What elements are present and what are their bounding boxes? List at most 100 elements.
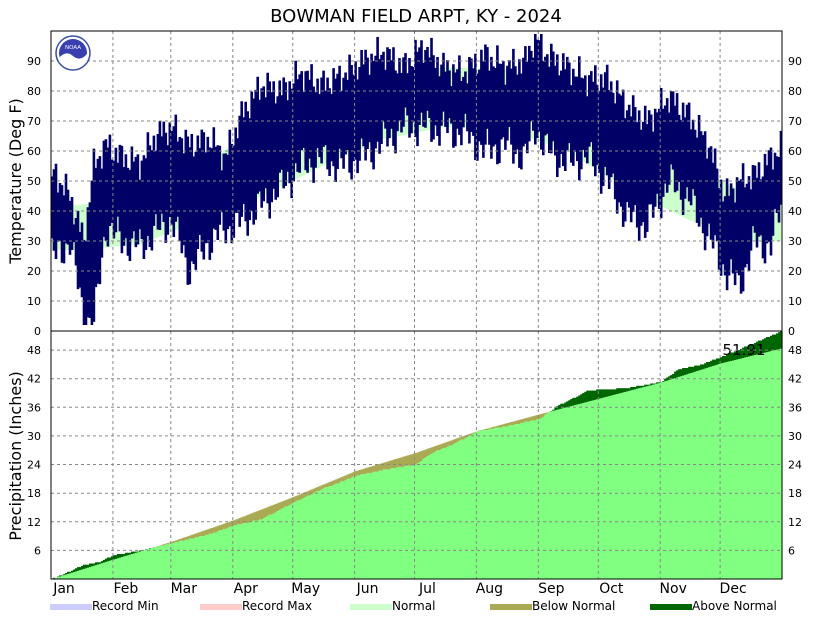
- normal-precip-segment: [98, 563, 102, 579]
- normal-precip-segment: [544, 414, 547, 579]
- normal-precip-segment: [748, 356, 751, 579]
- above-normal-precip-segment: [754, 342, 757, 355]
- normal-precip-segment: [696, 371, 699, 579]
- normal-precip-segment: [476, 431, 480, 579]
- above-normal-precip-segment: [68, 571, 72, 574]
- above-normal-precip-segment: [668, 376, 671, 380]
- normal-precip-segment: [494, 427, 497, 579]
- normal-precip-segment: [254, 520, 258, 579]
- below-normal-precip-segment: [470, 433, 474, 435]
- below-normal-precip-segment: [492, 426, 495, 429]
- normal-precip-segment: [542, 416, 545, 579]
- normal-precip-segment: [380, 470, 384, 579]
- below-normal-precip-segment: [240, 517, 244, 525]
- above-normal-precip-segment: [732, 352, 735, 361]
- below-normal-precip-segment: [212, 527, 216, 533]
- above-normal-precip-segment: [702, 364, 705, 370]
- normal-precip-segment: [286, 506, 290, 579]
- below-normal-precip-segment: [478, 430, 482, 432]
- above-normal-precip-segment: [774, 334, 777, 351]
- normal-precip-segment: [152, 548, 156, 579]
- normal-precip-segment: [594, 399, 597, 579]
- below-normal-precip-segment: [458, 437, 462, 441]
- above-normal-precip-segment: [554, 407, 557, 411]
- normal-precip-segment: [500, 427, 503, 579]
- below-normal-precip-segment: [266, 507, 270, 516]
- above-normal-precip-segment: [628, 388, 631, 391]
- normal-precip-segment: [90, 566, 94, 579]
- above-normal-precip-segment: [682, 368, 685, 376]
- normal-precip-segment: [350, 477, 354, 579]
- below-normal-precip-segment: [248, 514, 252, 522]
- normal-precip-segment: [702, 369, 705, 579]
- above-normal-precip-segment: [134, 551, 138, 553]
- normal-precip-segment: [320, 489, 324, 579]
- above-normal-precip-segment: [552, 409, 555, 411]
- normal-precip-segment: [100, 563, 104, 579]
- normal-precip-segment: [230, 526, 234, 579]
- normal-precip-segment: [608, 396, 611, 579]
- above-normal-precip-segment: [748, 345, 751, 357]
- above-normal-precip-segment: [564, 402, 567, 408]
- above-normal-precip-segment: [712, 359, 715, 366]
- below-normal-precip-segment: [390, 460, 394, 469]
- normal-precip-segment: [210, 533, 214, 579]
- below-normal-precip-segment: [190, 534, 194, 539]
- above-normal-precip-segment: [66, 571, 70, 574]
- normal-precip-segment: [596, 399, 599, 579]
- normal-precip-segment: [274, 512, 278, 579]
- above-normal-precip-segment: [658, 382, 661, 384]
- normal-precip-segment: [392, 468, 396, 579]
- above-normal-precip-segment: [118, 554, 122, 558]
- below-normal-precip-segment: [258, 510, 262, 520]
- below-normal-precip-segment: [174, 540, 178, 542]
- above-normal-precip-segment: [122, 554, 126, 557]
- normal-precip-segment: [576, 404, 579, 579]
- above-normal-precip-segment: [98, 562, 102, 564]
- normal-precip-segment: [366, 472, 370, 579]
- normal-precip-segment: [490, 428, 493, 579]
- noaa-logo-icon: NOAA: [55, 35, 91, 71]
- normal-precip-segment: [578, 404, 581, 579]
- normal-precip-segment: [150, 548, 154, 579]
- above-normal-precip-segment: [132, 551, 136, 554]
- above-normal-precip-segment: [108, 557, 112, 561]
- normal-precip-segment: [354, 476, 358, 579]
- above-normal-precip-segment: [646, 384, 649, 387]
- legend-swatch: [650, 604, 692, 610]
- below-normal-precip-segment: [418, 451, 422, 463]
- above-normal-precip-segment: [706, 362, 709, 368]
- below-normal-precip-segment: [342, 476, 346, 482]
- normal-precip-segment: [212, 532, 216, 579]
- temp-tick-right: 90: [788, 55, 802, 68]
- below-normal-precip-segment: [310, 489, 314, 495]
- above-normal-precip-segment: [720, 357, 723, 364]
- precip-tick-right: 12: [788, 516, 802, 529]
- normal-precip-segment: [306, 495, 310, 579]
- month-label: Mar: [171, 581, 198, 597]
- normal-precip-segment: [272, 513, 276, 579]
- normal-precip-segment: [118, 557, 122, 579]
- normal-precip-segment: [454, 443, 458, 579]
- normal-precip-segment: [428, 455, 432, 579]
- below-normal-precip-segment: [162, 544, 166, 546]
- normal-precip-segment: [570, 406, 573, 579]
- normal-precip-segment: [398, 466, 402, 579]
- normal-precip-segment: [106, 561, 110, 579]
- above-normal-precip-segment: [626, 388, 629, 392]
- above-normal-precip-segment: [654, 383, 657, 385]
- normal-precip-segment: [88, 567, 92, 579]
- normal-precip-segment: [308, 495, 312, 579]
- below-normal-precip-segment: [432, 446, 436, 453]
- normal-precip-segment: [670, 379, 673, 579]
- below-normal-precip-segment: [522, 418, 525, 423]
- below-normal-precip-segment: [172, 541, 176, 544]
- normal-precip-segment: [698, 370, 701, 579]
- above-normal-precip-segment: [116, 554, 120, 559]
- normal-precip-segment: [634, 389, 637, 579]
- above-normal-precip-segment: [574, 397, 577, 405]
- normal-precip-segment: [668, 380, 671, 579]
- temp-tick-left: 60: [27, 145, 41, 158]
- normal-precip-segment: [58, 576, 62, 579]
- above-normal-precip-segment: [614, 389, 617, 395]
